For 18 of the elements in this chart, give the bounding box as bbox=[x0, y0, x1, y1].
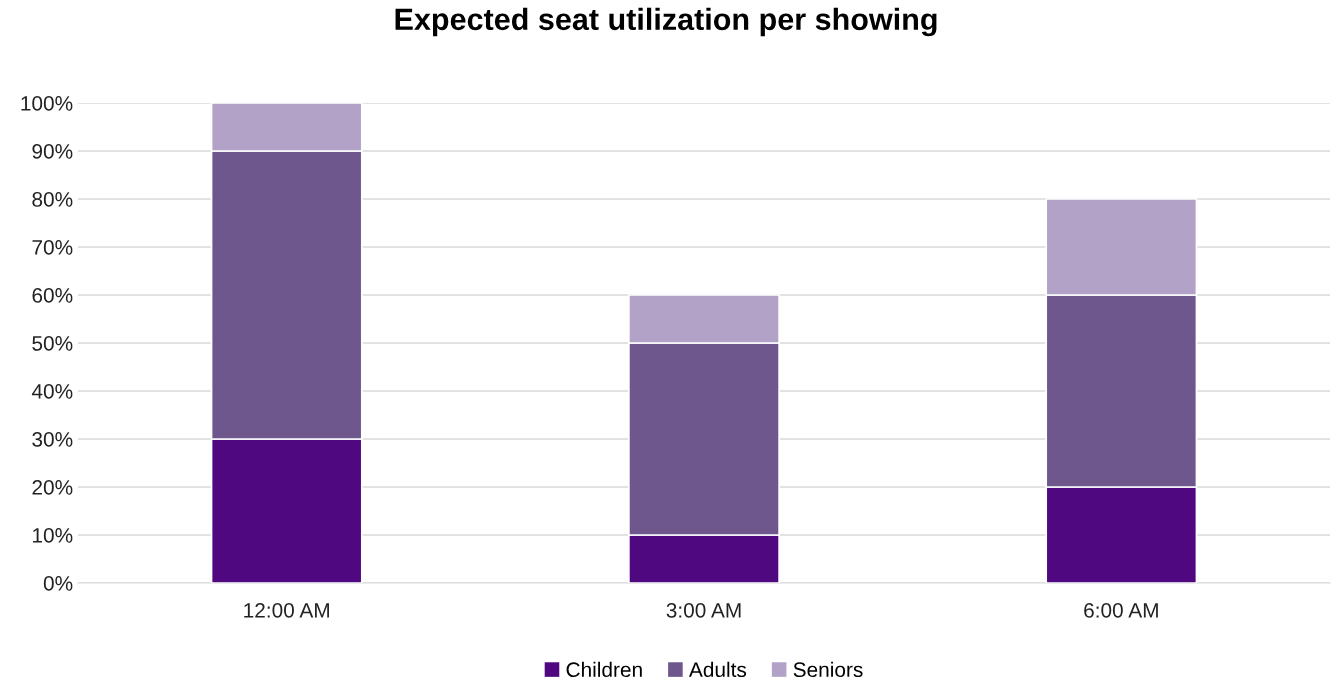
legend-label: Adults bbox=[688, 661, 747, 678]
y-tick-label: 0% bbox=[43, 576, 73, 591]
y-tick-label: 10% bbox=[33, 528, 73, 543]
y-tick-label: 70% bbox=[32, 240, 73, 255]
x-tick-label: 6:00 AM bbox=[1084, 602, 1158, 618]
y-tick-label: 80% bbox=[32, 192, 73, 207]
y-tick-label: 100% bbox=[21, 96, 73, 111]
y-tick-label: 50% bbox=[32, 336, 73, 351]
legend-label: Seniors bbox=[793, 661, 863, 678]
y-tick-label: 20% bbox=[32, 480, 73, 495]
legend-label: Children bbox=[566, 661, 642, 678]
y-tick-label: 40% bbox=[31, 384, 73, 399]
x-tick-label: 3:00 AM bbox=[666, 602, 741, 618]
x-tick-label: 12:00 AM bbox=[244, 602, 329, 618]
chart-title: Expected seat utilization per showing bbox=[395, 7, 937, 37]
y-tick-label: 60% bbox=[32, 288, 73, 303]
y-tick-label: 90% bbox=[32, 144, 73, 159]
y-tick-label: 30% bbox=[32, 432, 73, 447]
